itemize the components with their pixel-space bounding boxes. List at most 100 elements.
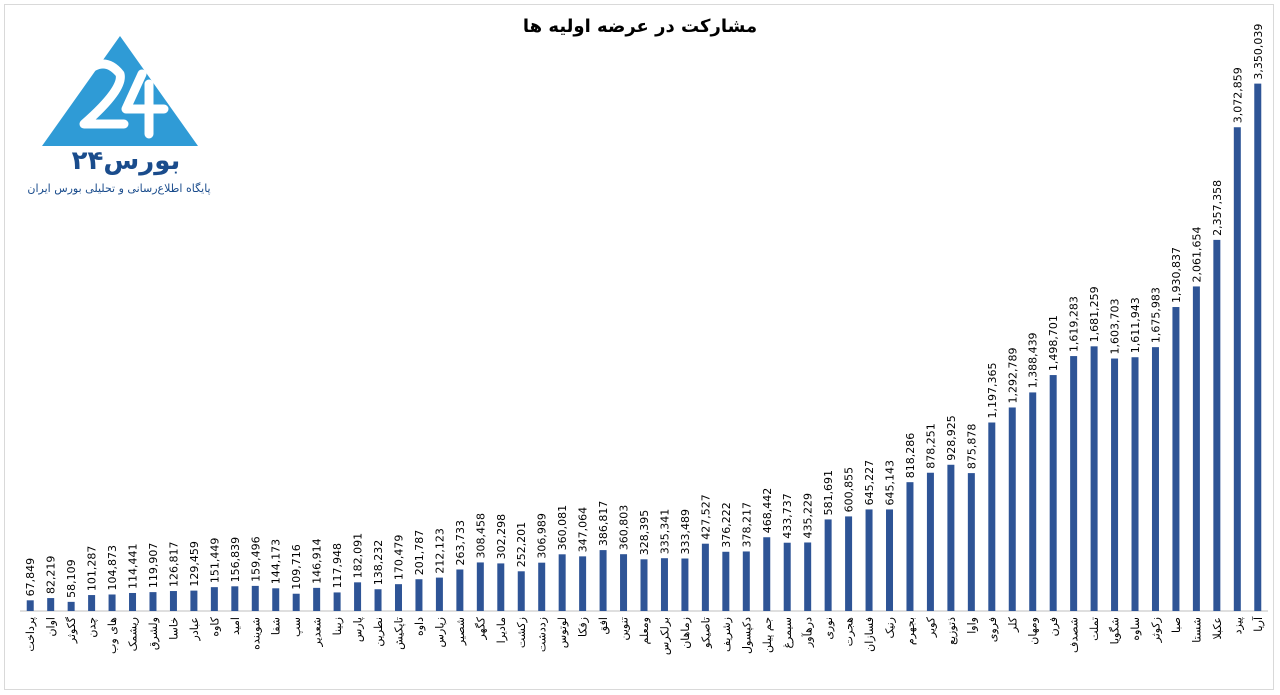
- bar-53: [1111, 358, 1119, 611]
- category-label-40: هجرت: [843, 617, 856, 647]
- value-label-47: 1,197,365: [986, 363, 999, 419]
- category-label-55: زکوثر: [1149, 617, 1162, 643]
- bar-37: [783, 542, 791, 611]
- bar-45: [947, 464, 955, 611]
- value-label-32: 333,489: [679, 509, 692, 555]
- bar-20: [435, 577, 443, 611]
- bar-22: [476, 562, 484, 611]
- bar-41: [865, 509, 873, 611]
- chart-title: مشارکت در عرضه اولیه ها: [523, 16, 757, 37]
- category-label-23: مادیرا: [495, 617, 508, 643]
- bar-58: [1213, 239, 1221, 611]
- category-label-33: تاصیکو: [699, 617, 712, 649]
- bar-13: [292, 593, 300, 611]
- bar-31: [660, 558, 668, 611]
- value-label-50: 1,498,701: [1047, 315, 1060, 371]
- value-label-7: 126,817: [167, 542, 180, 588]
- value-label-36: 468,442: [761, 488, 774, 534]
- bar-23: [497, 563, 505, 611]
- category-label-60: آریا: [1251, 616, 1265, 632]
- bar-8: [190, 590, 198, 611]
- bar-26: [558, 554, 566, 611]
- value-label-58: 2,357,358: [1211, 180, 1224, 236]
- category-label-17: نطرین: [372, 617, 385, 647]
- category-label-18: تاپکیش: [392, 617, 405, 650]
- category-label-19: داوه: [413, 617, 426, 636]
- category-label-5: ریشمک: [127, 617, 140, 651]
- bar-19: [415, 579, 423, 611]
- category-label-13: سپ: [290, 617, 303, 637]
- category-label-11: شوینده: [249, 617, 262, 650]
- bar-1: [47, 598, 55, 611]
- value-label-8: 129,459: [188, 541, 201, 587]
- bar-42: [886, 509, 894, 611]
- value-label-57: 2,061,654: [1190, 226, 1203, 282]
- category-label-59: پیزد: [1231, 617, 1244, 634]
- category-label-16: پارس: [352, 617, 365, 642]
- bar-57: [1192, 286, 1200, 611]
- value-label-19: 201,787: [413, 530, 426, 576]
- chart-frame: [4, 4, 1274, 690]
- value-label-14: 146,914: [311, 538, 324, 584]
- category-label-43: بجهرم: [904, 617, 917, 645]
- category-label-21: شصیر: [454, 617, 467, 646]
- category-label-37: سیمرغ: [781, 617, 794, 649]
- category-label-35: دکپسول: [740, 617, 753, 654]
- category-label-30: ومعلم: [638, 617, 651, 644]
- bar-56: [1172, 307, 1180, 611]
- category-label-7: خاسا: [167, 617, 180, 640]
- value-label-4: 104,873: [106, 545, 119, 591]
- bar-46: [967, 473, 975, 611]
- bar-21: [456, 569, 464, 611]
- category-label-52: تملت: [1088, 617, 1101, 641]
- value-label-17: 138,232: [372, 540, 385, 586]
- bar-25: [538, 562, 546, 611]
- value-label-42: 645,143: [884, 460, 897, 506]
- category-label-56: صبا: [1170, 617, 1183, 633]
- category-label-0: پرداخت: [24, 617, 37, 652]
- bar-2: [67, 601, 75, 611]
- category-label-51: شصدف: [1068, 617, 1081, 653]
- value-label-44: 878,251: [924, 423, 937, 469]
- category-label-57: شستا: [1190, 617, 1203, 643]
- category-label-15: زبینا: [331, 617, 344, 635]
- category-label-3: چدن: [86, 617, 99, 638]
- value-label-24: 252,201: [515, 522, 528, 568]
- category-label-25: زددشت: [536, 617, 549, 652]
- bar-14: [313, 587, 321, 611]
- category-label-32: زماهان: [679, 617, 692, 649]
- bar-52: [1090, 346, 1098, 611]
- value-label-25: 306,989: [536, 513, 549, 559]
- value-label-2: 58,109: [65, 559, 78, 598]
- value-label-39: 581,691: [822, 470, 835, 516]
- value-label-55: 1,675,983: [1149, 287, 1162, 343]
- category-label-26: لوتوس: [556, 617, 569, 648]
- category-label-49: ومهان: [1027, 617, 1040, 645]
- bar-9: [210, 587, 218, 611]
- value-label-22: 308,458: [474, 513, 487, 559]
- category-label-29: تنوین: [618, 617, 631, 641]
- bar-30: [640, 559, 648, 611]
- value-label-5: 114,441: [127, 543, 140, 589]
- value-label-38: 435,229: [802, 493, 815, 539]
- bar-33: [701, 543, 709, 611]
- bar-3: [88, 595, 96, 611]
- category-label-53: شگویا: [1109, 617, 1122, 644]
- bar-47: [988, 422, 996, 611]
- bar-32: [681, 558, 689, 611]
- category-label-1: اوان: [45, 617, 58, 637]
- value-label-54: 1,611,943: [1129, 297, 1142, 353]
- value-label-60: 3,350,039: [1252, 24, 1265, 80]
- bar-50: [1049, 375, 1057, 611]
- category-label-12: شفا: [270, 617, 283, 635]
- value-label-21: 263,733: [454, 520, 467, 566]
- value-label-56: 1,930,837: [1170, 247, 1183, 303]
- category-label-4: های وب: [106, 617, 119, 654]
- value-label-1: 82,219: [45, 556, 58, 595]
- value-label-9: 151,449: [208, 538, 221, 584]
- bar-59: [1233, 127, 1241, 611]
- bar-44: [926, 472, 934, 611]
- value-label-33: 427,527: [699, 494, 712, 540]
- bar-28: [599, 550, 607, 611]
- bar-17: [374, 589, 382, 611]
